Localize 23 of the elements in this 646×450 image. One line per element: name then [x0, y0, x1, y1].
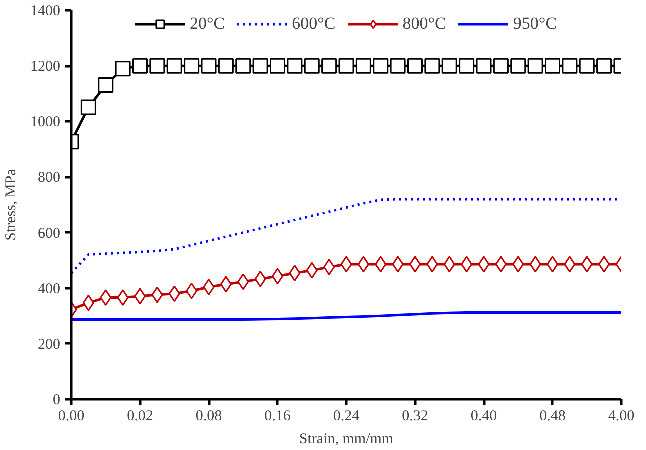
x-tick-label: 0.08 [196, 408, 222, 424]
x-tick-label: 0.48 [540, 408, 566, 424]
y-tick-label: 1000 [30, 114, 60, 131]
x-tick-label: 0.16 [264, 408, 292, 424]
y-tick-label: 400 [38, 281, 60, 298]
y-tick-label: 0 [53, 392, 60, 408]
y-axis-title: Stress, MPa [4, 168, 20, 241]
x-tick-label: 0.02 [127, 408, 154, 424]
y-tick-label: 600 [38, 226, 60, 242]
legend-label: 20°C [190, 14, 226, 34]
x-tick-label: 0.00 [58, 408, 85, 424]
x-tick-label: 4.00 [608, 408, 635, 424]
y-tick-label: 800 [38, 170, 60, 186]
legend-label: 950°C [513, 14, 558, 34]
legend-label: 800°C [402, 14, 446, 34]
x-tick-label: 0.40 [470, 408, 498, 424]
y-tick-label: 200 [38, 336, 60, 353]
x-axis-title: Strain, mm/mm [299, 432, 394, 448]
y-tick-label: 1200 [30, 59, 60, 76]
x-tick-label: 0.24 [333, 408, 360, 424]
x-tick-label: 0.32 [402, 408, 428, 424]
legend-label: 600°C [292, 14, 336, 34]
y-tick-label: 1400 [30, 4, 60, 20]
